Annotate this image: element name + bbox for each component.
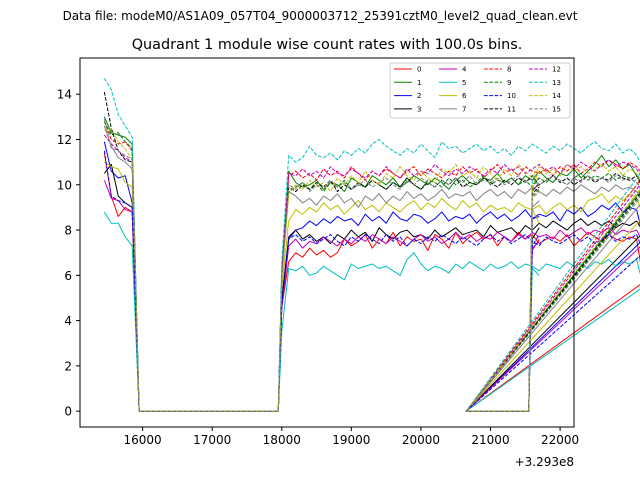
x-tick-label: 19000 — [332, 433, 370, 447]
series-line-10 — [103, 150, 640, 412]
legend-label-10: 10 — [507, 92, 516, 100]
x-tick-label: 20000 — [402, 433, 440, 447]
series-layer — [103, 78, 640, 412]
series-line-5 — [103, 211, 640, 412]
legend-label-0: 0 — [417, 66, 421, 74]
figure-supertitle: Data file: modeM0/AS1A09_057T04_90000037… — [63, 9, 578, 23]
series-line-7 — [103, 125, 640, 412]
series-line-14 — [104, 127, 640, 412]
series-line-12 — [103, 134, 640, 412]
y-tick-label: 10 — [57, 178, 72, 192]
x-axis-ticks: 16000 17000 18000 19000 20000 21000 22000 — [124, 427, 579, 447]
y-tick-label: 4 — [64, 314, 72, 328]
chart-title: Quadrant 1 module wise count rates with … — [132, 37, 523, 53]
legend-label-14: 14 — [552, 92, 561, 100]
series-line-15 — [103, 119, 640, 412]
x-tick-label: 16000 — [124, 433, 162, 447]
series-line-6 — [104, 161, 640, 412]
y-axis-ticks: 0 2 4 6 8 10 12 14 — [57, 88, 80, 419]
legend-label-15: 15 — [552, 105, 561, 113]
plot-area: 16000 17000 18000 19000 20000 21000 22000 0 2 4 6… — [57, 57, 640, 469]
legend-label-9: 9 — [507, 79, 511, 87]
legend-label-1: 1 — [417, 79, 421, 87]
x-tick-label: 22000 — [541, 433, 579, 447]
y-tick-label: 12 — [57, 133, 72, 147]
series-line-4 — [103, 180, 640, 412]
legend-label-4: 4 — [462, 66, 467, 74]
legend-label-6: 6 — [462, 92, 467, 100]
legend-label-11: 11 — [507, 105, 516, 113]
x-tick-label: 18000 — [263, 433, 301, 447]
legend-label-3: 3 — [417, 105, 421, 113]
y-tick-label: 8 — [64, 224, 72, 238]
x-tick-label: 17000 — [193, 433, 231, 447]
series-line-2 — [103, 141, 640, 412]
y-tick-label: 14 — [57, 88, 72, 102]
y-tick-label: 2 — [64, 359, 72, 373]
axes-frame — [79, 57, 575, 428]
legend-label-5: 5 — [462, 79, 466, 87]
legend-label-2: 2 — [417, 92, 421, 100]
x-axis-offset-label: +3.293e8 — [515, 455, 574, 469]
series-line-13 — [103, 78, 640, 412]
x-tick-label: 21000 — [471, 433, 509, 447]
legend-label-13: 13 — [552, 79, 561, 87]
legend-frame — [389, 62, 571, 119]
legend-label-7: 7 — [462, 105, 466, 113]
legend-label-12: 12 — [552, 66, 561, 74]
y-tick-label: 0 — [64, 405, 72, 419]
y-tick-label: 6 — [64, 269, 72, 283]
legend-label-8: 8 — [507, 66, 511, 74]
